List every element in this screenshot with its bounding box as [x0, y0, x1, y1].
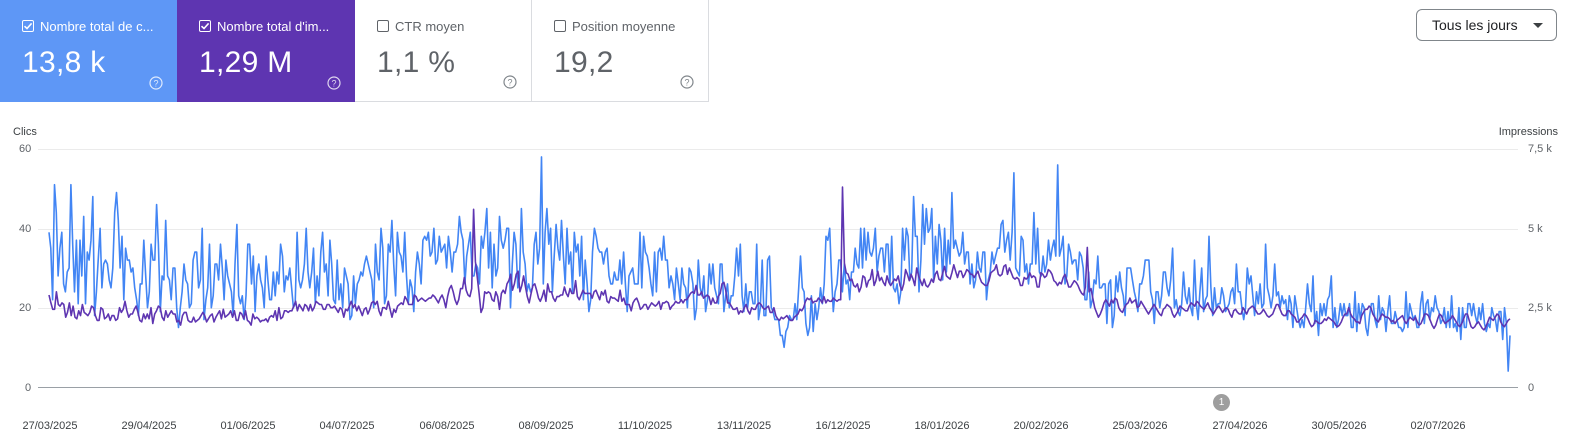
- x-tick-label: 25/03/2026: [1112, 420, 1168, 432]
- metric-label: CTR moyen: [395, 18, 465, 34]
- gridline: [38, 308, 1518, 309]
- metric-label: Nombre total d'im...: [217, 18, 330, 34]
- x-tick-label: 27/04/2026: [1212, 420, 1268, 432]
- x-tick-label: 02/07/2026: [1410, 420, 1466, 432]
- x-tick-label: 27/03/2025: [22, 420, 78, 432]
- x-tick-label: 18/01/2026: [914, 420, 970, 432]
- metric-card-total-clicks[interactable]: Nombre total de c... 13,8 k ?: [0, 0, 177, 102]
- svg-text:?: ?: [153, 78, 158, 88]
- svg-text:?: ?: [507, 77, 512, 87]
- left-axis-title: Clics: [13, 126, 37, 138]
- right-tick-label: 7,5 k: [1528, 143, 1552, 155]
- metric-card-header: Position moyenne: [554, 18, 708, 34]
- series-line-impressions: [48, 186, 1511, 331]
- x-tick-label: 30/05/2026: [1311, 420, 1367, 432]
- metric-value: 1,1 %: [377, 46, 456, 79]
- left-tick-label: 40: [19, 223, 32, 235]
- right-tick-label: 5 k: [1528, 223, 1543, 235]
- metric-label: Nombre total de c...: [40, 18, 154, 34]
- x-axis-baseline: [38, 387, 1518, 388]
- x-tick-label: 01/06/2025: [220, 420, 276, 432]
- metric-card-avg-ctr[interactable]: CTR moyen 1,1 % ?: [355, 0, 532, 102]
- metric-card-header: Nombre total de c...: [22, 18, 177, 34]
- metric-card-header: CTR moyen: [377, 18, 531, 34]
- help-icon[interactable]: ?: [680, 75, 694, 89]
- right-tick-label: 2,5 k: [1528, 302, 1552, 314]
- series-line-clicks: [48, 156, 1511, 372]
- metric-value: 19,2: [554, 46, 614, 79]
- x-tick-label: 04/07/2025: [319, 420, 375, 432]
- left-tick-label: 0: [25, 382, 32, 394]
- checkbox-checked-icon[interactable]: [22, 20, 34, 32]
- metric-label: Position moyenne: [572, 18, 676, 34]
- metric-value: 1,29 M: [199, 46, 293, 79]
- x-tick-label: 08/09/2025: [518, 420, 574, 432]
- metric-card-avg-position[interactable]: Position moyenne 19,2 ?: [532, 0, 709, 102]
- right-axis-title: Impressions: [1498, 126, 1558, 138]
- right-tick-label: 0: [1528, 382, 1535, 394]
- left-tick-label: 60: [19, 143, 32, 155]
- metric-card-header: Nombre total d'im...: [199, 18, 355, 34]
- x-tick-label: 11/10/2025: [617, 420, 673, 432]
- x-tick-label: 20/02/2026: [1013, 420, 1069, 432]
- x-tick-label: 16/12/2025: [815, 420, 871, 432]
- x-tick-label: 29/04/2025: [121, 420, 177, 432]
- svg-text:?: ?: [331, 78, 336, 88]
- metric-card-total-impressions[interactable]: Nombre total d'im... 1,29 M ?: [177, 0, 355, 102]
- checkbox-unchecked-icon[interactable]: [377, 20, 389, 32]
- annotation-marker[interactable]: 1: [1213, 394, 1230, 411]
- svg-text:?: ?: [684, 77, 689, 87]
- metric-value: 13,8 k: [22, 46, 106, 79]
- gridline: [38, 149, 1518, 150]
- dropdown-label: Tous les jours: [1432, 17, 1518, 33]
- metric-cards: Nombre total de c... 13,8 k ? Nombre tot…: [0, 0, 709, 102]
- left-tick-label: 20: [19, 302, 32, 314]
- date-granularity-dropdown[interactable]: Tous les jours: [1416, 9, 1557, 41]
- caret-down-icon: [1533, 23, 1543, 28]
- help-icon[interactable]: ?: [149, 76, 163, 90]
- checkbox-unchecked-icon[interactable]: [554, 20, 566, 32]
- x-tick-label: 13/11/2025: [716, 420, 772, 432]
- gridline: [38, 229, 1518, 230]
- help-icon[interactable]: ?: [503, 75, 517, 89]
- checkbox-checked-icon[interactable]: [199, 20, 211, 32]
- help-icon[interactable]: ?: [327, 76, 341, 90]
- x-tick-label: 06/08/2025: [419, 420, 475, 432]
